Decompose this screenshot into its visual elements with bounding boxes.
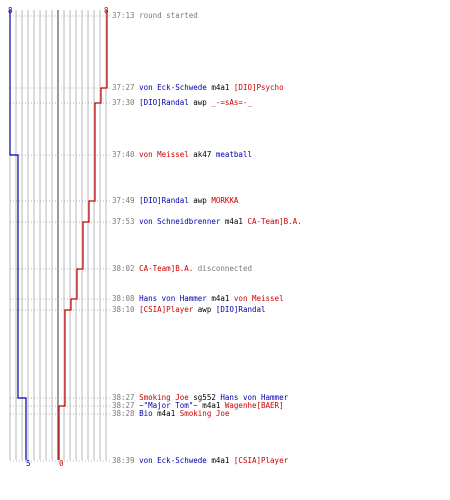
event-row: 38:39 von Eck-Schwede m4a1 [CSIA]Player [112,456,288,466]
event-row: 38:28 Bio m4a1 Smoking Joe [112,409,229,419]
event-row: 37:30 [DIO]Randal awp _-=sAs=-_ [112,98,252,108]
team-b-start-count: 8 [104,6,109,15]
event-row: 38:10 [CSIA]Player awp [DIO]Randal [112,305,266,315]
event-time: 38:27 [112,393,140,402]
event-text: m4a1 [152,409,180,418]
player-name: CA-Team]B.A. [247,217,302,226]
event-time: 37:49 [112,196,140,205]
event-time: 37:27 [112,83,140,92]
player-name: _-=sAs=-_ [211,98,252,107]
player-name: MORKKA [211,196,239,205]
player-name: [DIO]Psycho [233,83,284,92]
player-name: meatball [215,150,252,159]
event-row: 37:27 von Eck-Schwede m4a1 [DIO]Psycho [112,83,284,93]
player-name: Wagenhe[BAER] [224,401,284,410]
player-name: Hans von Hammer [139,294,207,303]
team-a-alive-line [9,10,27,460]
event-text: m4a1 [197,401,225,410]
event-time: 38:02 [112,264,140,273]
event-time: 38:39 [112,456,140,465]
event-time: 38:10 [112,305,140,314]
event-time: 38:27 [112,401,140,410]
event-row: 37:40 von Meissel ak47 meatball [112,150,252,160]
player-name: von Schneidbrenner [139,217,221,226]
team-b-end-count: 0 [59,459,64,468]
event-time: 37:40 [112,150,140,159]
event-text: round started [139,11,198,20]
team-a-start-count: 8 [8,6,13,15]
player-name: [DIO]Randal [139,196,189,205]
event-row: 38:27 ~"Major Tom"~ m4a1 Wagenhe[BAER] [112,401,284,411]
team-b-alive-line [58,10,108,460]
event-text: awp [193,305,216,314]
event-text: sg552 [188,393,221,402]
player-name: Hans von Hammer [220,393,289,402]
event-text: m4a1 [206,294,234,303]
player-name: von Eck-Schwede [139,456,207,465]
player-name: von Meissel [139,150,189,159]
event-time: 38:08 [112,294,140,303]
event-time: 38:28 [112,409,140,418]
event-row: 38:27 Smoking Joe sg552 Hans von Hammer [112,393,288,403]
player-name: ~"Major Tom"~ [139,401,198,410]
player-name: von Meissel [233,294,284,303]
player-name: [CSIA]Player [233,456,289,465]
event-time: 37:30 [112,98,140,107]
player-name: Bio [139,409,153,418]
event-text: m4a1 [206,83,234,92]
event-text: m4a1 [220,217,248,226]
player-name: Smoking Joe [139,393,189,402]
event-row: 37:13 round started [112,11,198,21]
event-time: 37:53 [112,217,140,226]
event-row: 38:08 Hans von Hammer m4a1 von Meissel [112,294,284,304]
player-name: [DIO]Randal [139,98,189,107]
player-name: Smoking Joe [179,409,230,418]
event-text: m4a1 [206,456,234,465]
player-name: CA-Team]B.A. [139,264,194,273]
event-row: 37:49 [DIO]Randal awp MORKKA [112,196,238,206]
team-a-end-count: 5 [26,459,31,468]
event-text: awp [188,98,212,107]
event-row: 37:53 von Schneidbrenner m4a1 CA-Team]B.… [112,217,302,227]
event-text: disconnected [193,264,252,273]
event-time: 37:13 [112,11,140,20]
event-text: ak47 [188,150,216,159]
players-alive-chart [9,10,112,462]
player-name: von Eck-Schwede [139,83,207,92]
event-row: 38:02 CA-Team]B.A. disconnected [112,264,252,274]
event-text: awp [188,196,212,205]
player-name: [DIO]Randal [215,305,266,314]
player-name: [CSIA]Player [139,305,194,314]
